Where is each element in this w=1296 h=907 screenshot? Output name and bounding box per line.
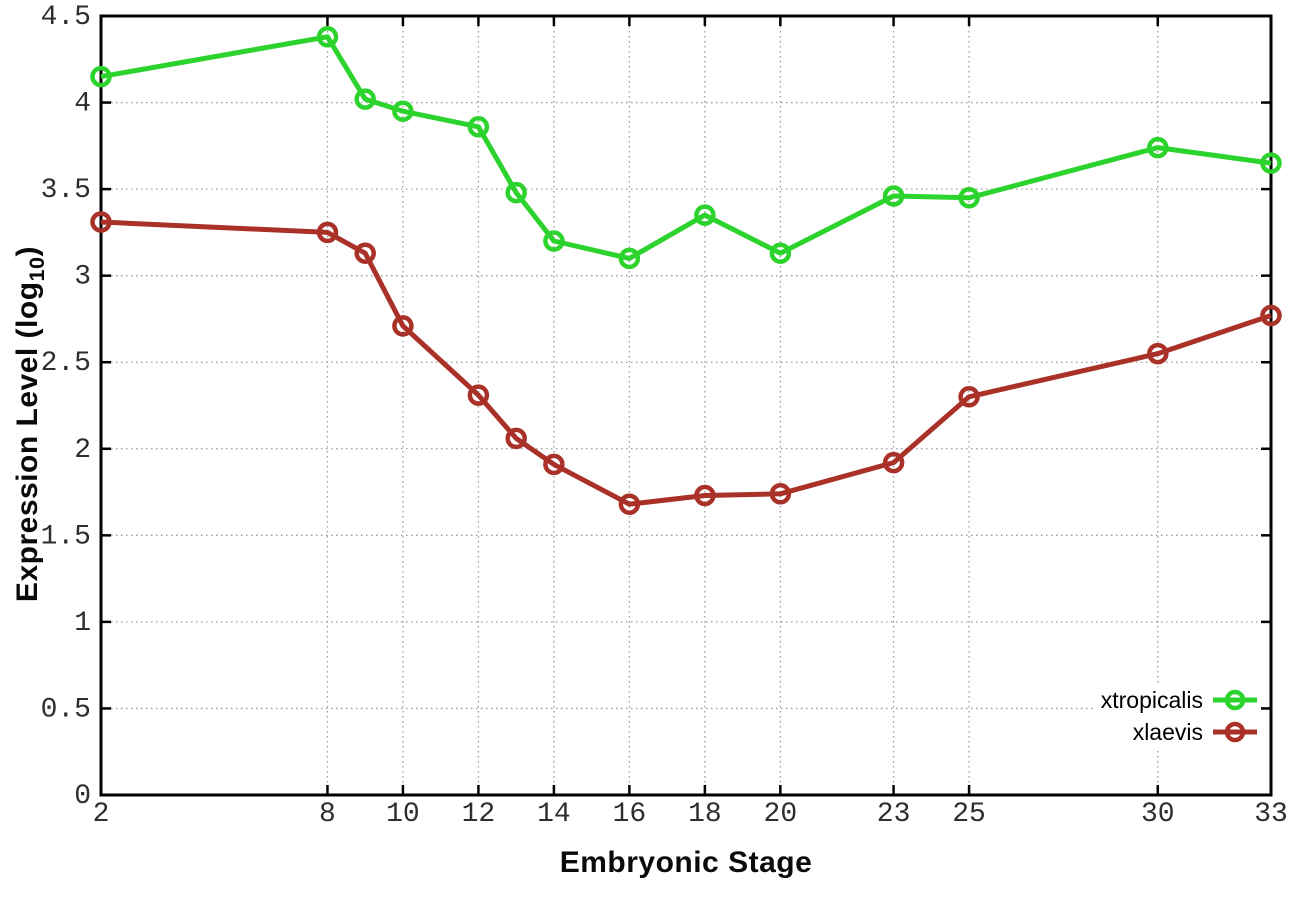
svg-text:0: 0 bbox=[74, 781, 91, 812]
svg-text:8: 8 bbox=[319, 799, 336, 830]
legend: xtropicalis xlaevis bbox=[1094, 684, 1258, 748]
legend-item-xlaevis: xlaevis bbox=[1101, 716, 1258, 748]
svg-text:4: 4 bbox=[74, 89, 91, 120]
svg-text:25: 25 bbox=[952, 799, 986, 830]
svg-text:12: 12 bbox=[462, 799, 496, 830]
svg-text:20: 20 bbox=[764, 799, 798, 830]
svg-text:3.5: 3.5 bbox=[41, 175, 91, 206]
svg-text:14: 14 bbox=[537, 799, 571, 830]
svg-text:23: 23 bbox=[877, 799, 911, 830]
svg-text:2.5: 2.5 bbox=[41, 348, 91, 379]
svg-text:0.5: 0.5 bbox=[41, 694, 91, 725]
y-axis-label-suffix: ) bbox=[11, 245, 44, 257]
x-axis-label: Embryonic Stage bbox=[559, 846, 813, 879]
svg-text:33: 33 bbox=[1254, 799, 1288, 830]
svg-text:2: 2 bbox=[93, 799, 110, 830]
y-axis-label-prefix: Expression Level (log bbox=[11, 281, 44, 603]
y-axis-label: Expression Level (log10) bbox=[10, 184, 49, 664]
line-point-marker-icon bbox=[1213, 689, 1257, 711]
legend-item-xtropicalis: xtropicalis bbox=[1101, 684, 1258, 716]
svg-text:2: 2 bbox=[74, 435, 91, 466]
svg-text:16: 16 bbox=[613, 799, 647, 830]
legend-label-xtropicalis: xtropicalis bbox=[1100, 686, 1203, 713]
svg-text:1.5: 1.5 bbox=[41, 521, 91, 552]
line-point-marker-icon bbox=[1213, 721, 1257, 743]
svg-text:30: 30 bbox=[1141, 799, 1175, 830]
svg-text:3: 3 bbox=[74, 262, 91, 293]
svg-text:1: 1 bbox=[74, 608, 91, 639]
legend-label-xlaevis: xlaevis bbox=[1132, 718, 1203, 745]
y-axis-label-subscript: 10 bbox=[24, 256, 49, 282]
svg-text:18: 18 bbox=[688, 799, 722, 830]
svg-text:10: 10 bbox=[386, 799, 420, 830]
svg-text:4.5: 4.5 bbox=[41, 2, 91, 33]
